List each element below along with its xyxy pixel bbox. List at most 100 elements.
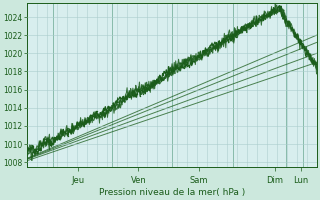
Point (262, 13, 268, 16)
Point (283, 21, 288, 24)
Point (225, 39, 230, 42)
Point (254, 14, 259, 18)
Point (193, 57, 198, 60)
Point (143, 88, 148, 91)
Point (196, 54, 201, 57)
Point (236, 28, 241, 31)
Point (300, 42, 305, 45)
Point (207, 45, 212, 49)
Point (97, 115, 102, 118)
Point (36, 148, 41, 151)
Point (146, 89, 151, 92)
Point (271, 6, 276, 9)
Point (239, 25, 244, 28)
Point (312, 62, 317, 65)
Point (120, 97, 125, 100)
Point (106, 105, 111, 108)
Point (198, 54, 204, 57)
Point (114, 100, 119, 103)
Point (257, 17, 262, 20)
Point (65, 134, 70, 138)
X-axis label: Pression niveau de la mer( hPa ): Pression niveau de la mer( hPa ) (99, 188, 245, 197)
Point (184, 64, 189, 67)
Point (204, 48, 210, 51)
Point (167, 73, 172, 76)
Point (164, 68, 169, 71)
Point (74, 125, 79, 128)
Point (83, 120, 88, 123)
Point (265, 14, 270, 18)
Point (294, 34, 300, 38)
Point (117, 95, 122, 99)
Point (242, 26, 247, 30)
Point (303, 54, 308, 58)
Point (155, 79, 160, 82)
Point (123, 94, 128, 98)
Point (175, 67, 180, 70)
Point (306, 52, 311, 55)
Point (76, 123, 82, 126)
Point (51, 143, 56, 146)
Point (233, 35, 238, 38)
Point (297, 42, 302, 45)
Point (222, 38, 227, 41)
Point (289, 27, 294, 30)
Point (138, 94, 143, 98)
Point (129, 96, 134, 99)
Point (268, 11, 273, 14)
Point (27, 148, 32, 151)
Point (161, 73, 166, 76)
Point (245, 23, 250, 27)
Point (274, 10, 279, 13)
Point (210, 44, 215, 47)
Point (216, 40, 221, 43)
Point (135, 92, 140, 96)
Point (248, 26, 253, 29)
Point (62, 131, 67, 135)
Point (277, 4, 282, 7)
Point (228, 37, 233, 40)
Point (94, 110, 99, 113)
Point (187, 65, 192, 68)
Point (202, 49, 207, 52)
Point (85, 119, 91, 122)
Point (108, 106, 114, 109)
Point (309, 59, 314, 62)
Point (42, 141, 47, 144)
Point (132, 93, 137, 96)
Point (190, 61, 195, 65)
Point (140, 92, 146, 95)
Point (230, 32, 236, 36)
Point (280, 12, 285, 16)
Point (71, 127, 76, 130)
Point (30, 144, 35, 147)
Point (56, 137, 61, 140)
Point (39, 142, 44, 145)
Point (158, 75, 163, 78)
Point (45, 137, 50, 140)
Point (126, 95, 131, 98)
Point (286, 20, 291, 23)
Point (103, 105, 108, 108)
Point (172, 68, 178, 71)
Point (149, 84, 154, 87)
Point (59, 131, 64, 134)
Point (33, 148, 38, 151)
Point (181, 66, 186, 70)
Point (111, 104, 116, 107)
Point (24, 148, 29, 151)
Point (91, 115, 96, 118)
Point (292, 31, 297, 34)
Point (53, 136, 59, 139)
Point (260, 15, 265, 19)
Point (68, 130, 73, 133)
Point (251, 19, 256, 22)
Point (48, 143, 53, 147)
Point (213, 42, 218, 45)
Point (100, 110, 105, 113)
Point (170, 71, 175, 74)
Point (88, 113, 93, 117)
Point (178, 65, 183, 68)
Point (79, 122, 84, 125)
Point (152, 79, 157, 82)
